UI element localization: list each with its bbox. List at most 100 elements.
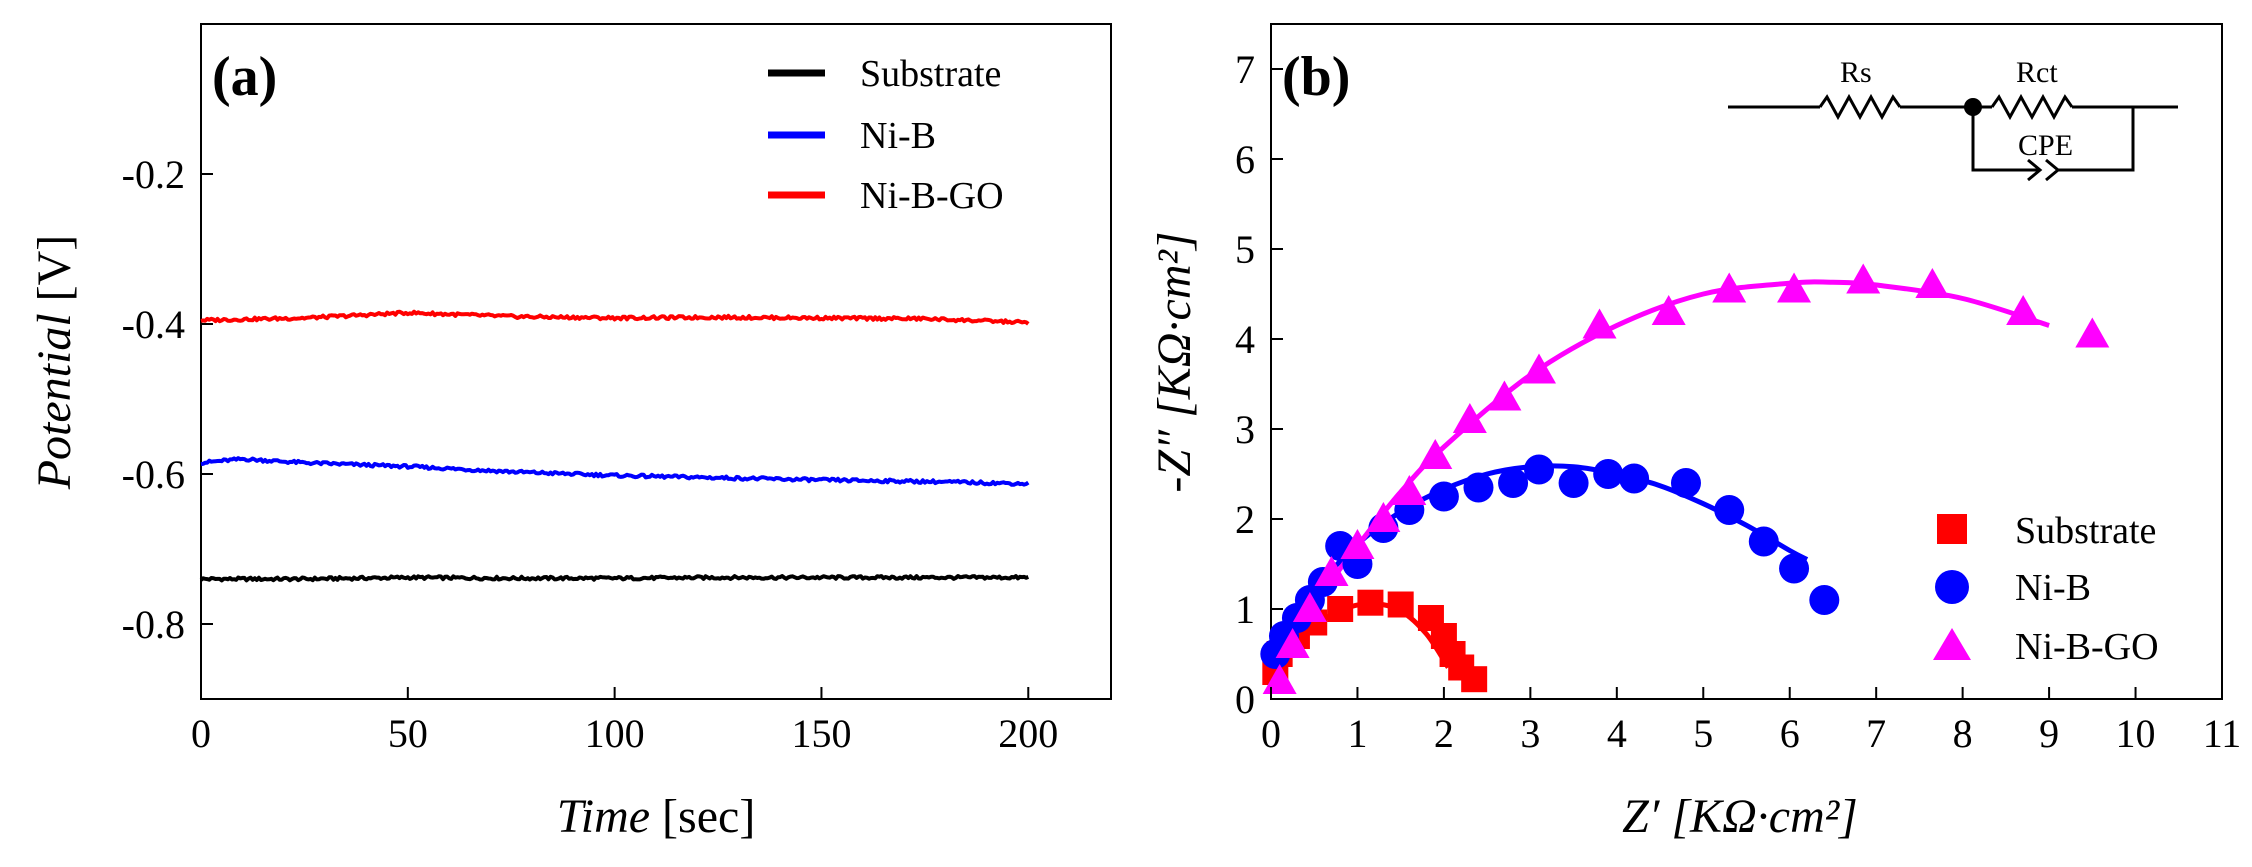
panel-b-point-ni-b: [1779, 553, 1810, 584]
panel-b-point-ni-b-go: [1712, 272, 1747, 303]
panel-b-y-tick-label: 0: [1235, 677, 1255, 722]
panel-b-point-ni-b: [1748, 526, 1779, 557]
panel-a-line-ni-b-go: [200, 309, 1030, 326]
legend-b-nib-label: Ni-B: [2015, 567, 2091, 609]
cpe-branch-left: [1971, 107, 2040, 172]
panel-b-point-ni-b: [1524, 454, 1555, 485]
legend-b-substrate-label: Substrate: [2015, 510, 2156, 552]
legend-a-nibgo-label: Ni-B-GO: [860, 175, 1004, 217]
panel-a-plot-frame: [200, 23, 1112, 700]
panel-b-y-axis-title-unit: [KΩ·cm²]: [1148, 231, 1201, 417]
panel-b-point-ni-b: [1428, 481, 1459, 512]
panel-b-x-axis-title: Z′ [KΩ·cm²]: [1622, 790, 1858, 843]
circuit-rs-label: Rs: [1840, 56, 1872, 89]
panel-b-x-tick-label: 9: [2039, 711, 2059, 756]
equivalent-circuit-inset: Rs Rct CPE: [1728, 56, 2178, 182]
panel-b-x-tick-label: 1: [1347, 711, 1367, 756]
panel-a-y-tick-label: -0.8: [122, 602, 185, 647]
panel-a-x-tick-label: 0: [191, 711, 211, 756]
circuit-cpe-label: CPE: [2018, 129, 2073, 162]
panel-b-point-ni-b-go: [1366, 502, 1401, 532]
panel-b-point-ni-b-go: [1522, 353, 1557, 384]
panel-b-point-ni-b: [1558, 468, 1589, 498]
panel-b-label: (b): [1282, 46, 1350, 108]
panel-b-x-tick-label: 3: [1520, 711, 1540, 756]
panel-a-x-axis-title-unit: [sec]: [662, 790, 755, 843]
panel-a-x-tick-label: 200: [998, 711, 1058, 756]
resistor-rs-symbol: [1818, 93, 1902, 121]
legend-a-substrate-label: Substrate: [860, 53, 1001, 95]
panel-a-x-axis-title-var: Time: [557, 790, 650, 843]
cpe-symbol-right: [2045, 158, 2061, 182]
panel-b-point-ni-b-go: [1340, 529, 1375, 559]
panel-a-legend: Substrate Ni-B Ni-B-GO: [768, 53, 1004, 217]
panel-b-y-tick-label: 7: [1235, 47, 1255, 92]
panel-b-point-substrate: [1387, 591, 1414, 618]
panel-b-point-ni-b-go: [1418, 439, 1453, 469]
panel-b-y-tick-label: 3: [1235, 407, 1255, 452]
panel-a-label: (a): [212, 46, 277, 108]
panel-b-y-tick-label: 6: [1235, 137, 1255, 182]
panel-b-y-tick-label: 1: [1235, 587, 1255, 632]
circuit-rct-label: Rct: [2016, 56, 2058, 89]
legend-b-nibgo-label: Ni-B-GO: [2015, 626, 2159, 668]
panel-b-point-ni-b: [1593, 459, 1624, 489]
panel-a-line-substrate: [199, 574, 1030, 583]
legend-a-nib-label: Ni-B: [860, 115, 936, 157]
panel-b-point-ni-b-go: [1292, 592, 1327, 622]
panel-b-point-ni-b-go: [1915, 268, 1950, 298]
panel-b-x-tick-label: 2: [1434, 711, 1454, 756]
panel-b-y-tick-label: 5: [1235, 227, 1255, 272]
panel-a-series-lines: [199, 309, 1030, 583]
panel-a-x-tick-label: 50: [388, 711, 428, 756]
panel-b-point-ni-b-go: [1392, 475, 1427, 505]
panel-b-fit-curves: [1268, 279, 2050, 683]
panel-b-x-tick-label: 11: [2203, 711, 2242, 756]
panel-b-plot-frame: [1270, 23, 2223, 700]
panel-b-x-axis-title-var: Z′: [1622, 790, 1661, 843]
panel-b-point-ni-b-go: [2006, 295, 2041, 325]
panel-b-point-ni-b: [1714, 495, 1745, 525]
panel-b-point-substrate: [1461, 666, 1488, 693]
panel-b-y-tick-label: 4: [1235, 317, 1255, 362]
legend-b-nib-marker: [1935, 570, 1969, 604]
legend-b-nibgo-marker: [1933, 628, 1971, 660]
panel-a-y-tick-label: -0.6: [122, 452, 185, 497]
legend-b-substrate-marker: [1937, 514, 1967, 544]
resistor-rct-symbol: [1990, 93, 2074, 121]
panel-a-y-axis-title-unit: [V]: [28, 235, 81, 302]
panel-b-x-tick-label: 10: [2116, 711, 2156, 756]
panel-a-x-tick-label: 100: [585, 711, 645, 756]
panel-b-point-substrate: [1357, 589, 1384, 616]
panel-b-point-ni-b-go: [1487, 380, 1522, 411]
panel-b: 0 1 2 3 4 5 6 7 8 9 10 11 0 1 2 3 4 5 6 7 (b) Rs Rct CPE Su…: [1148, 23, 2242, 843]
panel-a-x-tick-label: 150: [791, 711, 851, 756]
panel-b-point-ni-b-go: [1846, 263, 1881, 294]
panel-b-point-ni-b-go: [2075, 317, 2110, 348]
panel-b-point-ni-b-go: [1275, 628, 1310, 658]
panel-b-point-ni-b-go: [1651, 295, 1686, 325]
panel-b-point-ni-b: [1619, 463, 1650, 494]
panel-b-point-ni-b-go: [1452, 403, 1487, 433]
panel-a-y-tick-label: -0.2: [122, 152, 185, 197]
panel-a-y-axis-title: Potential [V]: [28, 235, 81, 491]
panel-b-x-tick-label: 5: [1693, 711, 1713, 756]
panel-b-point-ni-b: [1670, 468, 1701, 498]
panel-b-y-tick-label: 2: [1235, 497, 1255, 542]
cpe-branch-right: [2058, 107, 2135, 172]
panel-b-y-axis-title-var: -Z″: [1148, 429, 1201, 493]
panel-b-point-ni-b-go: [1777, 272, 1812, 303]
panel-b-x-tick-label: 6: [1780, 711, 1800, 756]
panel-a-y-axis-title-var: Potential: [28, 313, 81, 490]
panel-b-point-ni-b: [1498, 468, 1529, 498]
panel-a-y-tick-label: -0.4: [122, 302, 185, 347]
panel-b-point-ni-b: [1463, 472, 1494, 503]
panel-b-x-tick-label: 8: [1953, 711, 1973, 756]
panel-b-point-ni-b-go: [1582, 308, 1617, 339]
panel-a: 0 50 100 150 200 -0.2 -0.4 -0.6 -0.8 (a) Substra…: [28, 23, 1112, 843]
panel-b-data-points: [1260, 263, 2110, 694]
panel-b-x-axis-title-unit: [KΩ·cm²]: [1671, 790, 1857, 843]
panel-b-legend: Substrate Ni-B Ni-B-GO: [1933, 510, 2159, 668]
panel-b-y-axis-title: -Z″ [KΩ·cm²]: [1148, 231, 1201, 492]
